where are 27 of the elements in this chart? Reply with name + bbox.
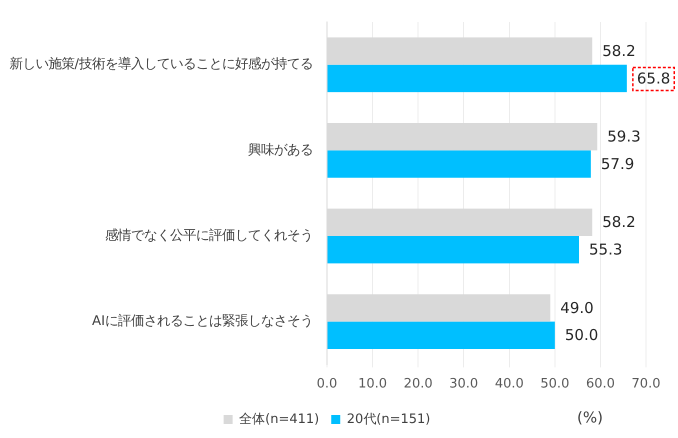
x-tick-label: 0.0 (316, 376, 338, 392)
x-tick-label: 20.0 (404, 376, 433, 392)
bar (328, 150, 591, 178)
x-tick-label: 40.0 (494, 376, 524, 392)
bar (328, 322, 555, 349)
y-tick-label: 新しい施策/技術を導入していることに好感が持てる (10, 57, 313, 72)
data-label: 50.0 (564, 326, 598, 344)
data-label: 58.2 (602, 213, 636, 232)
data-label: 57.9 (600, 154, 634, 173)
data-label: 58.2 (602, 42, 636, 60)
bar (328, 236, 580, 264)
x-tick-label: 70.0 (632, 376, 660, 392)
data-label: 55.3 (589, 240, 622, 259)
x-tick-label: 60.0 (586, 376, 615, 392)
bar (328, 64, 627, 92)
data-label: 49.0 (560, 298, 594, 317)
y-tick-label: AIに評価されることは緊張しなさそう (92, 314, 313, 330)
x-tick-label: 50.0 (540, 376, 570, 392)
x-tick-label: 10.0 (358, 376, 388, 392)
x-axis-title: (%) (577, 408, 603, 426)
legend-label: 全体(n=411) (239, 412, 320, 427)
data-label: 59.3 (607, 128, 641, 146)
legend-label: 20代(n=151) (346, 412, 430, 427)
annotation: 65.8 (636, 69, 670, 88)
x-tick-label: 30.0 (449, 376, 478, 392)
y-tick-label: 感情でなく公平に評価してくれそう (105, 228, 313, 244)
y-tick-label: 興味がある (248, 142, 313, 158)
